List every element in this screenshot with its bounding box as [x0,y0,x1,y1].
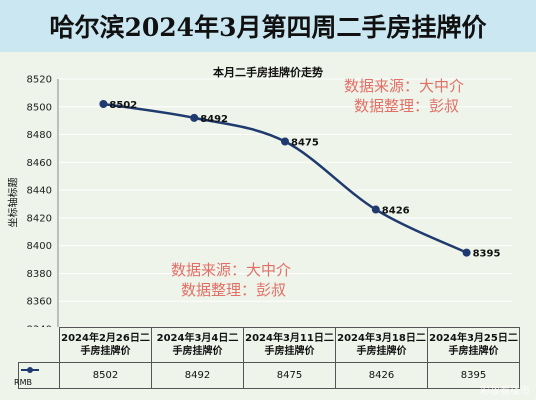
data-label: 8426 [382,206,410,217]
data-table-category: 2024年3月11日二手房挂牌价 [243,327,336,363]
data-point [371,205,380,214]
watermark-source: 数据来源：大中介 [344,77,465,95]
y-tick-label: 8500 [27,102,52,113]
data-label: 8475 [291,138,319,149]
chart-title: 本月二手房挂牌价走势 [213,66,323,79]
y-tick-label: 8520 [27,75,52,86]
data-table-value: 8502 [59,362,152,389]
watermark-editor: 数据整理：彭叔 [354,97,460,115]
series-legend-icon [21,367,39,373]
page-title: 哈尔滨2024年3月第四周二手房挂牌价 [49,13,487,42]
data-point [99,100,108,108]
data-table-series-key: RMB [14,362,60,389]
watermark-editor: 数据整理：彭叔 [181,281,287,299]
data-point [462,248,471,257]
series-line [103,102,468,254]
y-tick-label: 8480 [27,130,52,141]
data-table-category: 2024年2月26日二手房挂牌价 [59,327,152,363]
y-tick-label: 8400 [27,241,52,252]
data-table-value: 8475 [243,362,336,389]
data-table-value-row: RMB 8502 8492 8475 8426 8395 [14,362,520,389]
data-table-value: 8426 [335,362,428,389]
data-point [281,137,289,146]
watermark-source: 数据来源：大中介 [171,261,292,279]
data-table-value: 8492 [151,362,244,389]
y-tick-label: 8360 [27,297,52,308]
data-table-category: 2024年3月4日二手房挂牌价 [151,327,244,363]
y-tick-label: 8380 [27,269,52,280]
data-point [190,113,199,122]
data-table: 2024年2月26日二手房挂牌价 2024年3月4日二手房挂牌价 2024年3月… [14,327,520,389]
data-table-value: 8395 [427,362,520,389]
series-name: RMB [14,378,32,387]
title-banner [0,0,536,52]
y-tick-label: 8440 [27,186,52,197]
data-label: 8492 [200,114,228,125]
data-table-category: 2024年3月25日二手房挂牌价 [427,327,520,363]
data-label: 8395 [473,249,501,260]
data-table-header-row: 2024年2月26日二手房挂牌价 2024年3月4日二手房挂牌价 2024年3月… [18,327,520,363]
watermark-center: 数据来源：大中介 数据整理：彭叔 [171,260,291,300]
corner-watermark: 彩故看楼市 [480,386,530,397]
data-table-category: 2024年3月18日二手房挂牌价 [335,327,428,363]
y-tick-label: 8460 [27,158,52,169]
watermark-top: 数据来源：大中介 数据整理：彭叔 [344,76,464,116]
data-table-corner [18,327,60,363]
y-tick-label: 8420 [27,213,52,224]
data-label: 8502 [109,100,137,111]
